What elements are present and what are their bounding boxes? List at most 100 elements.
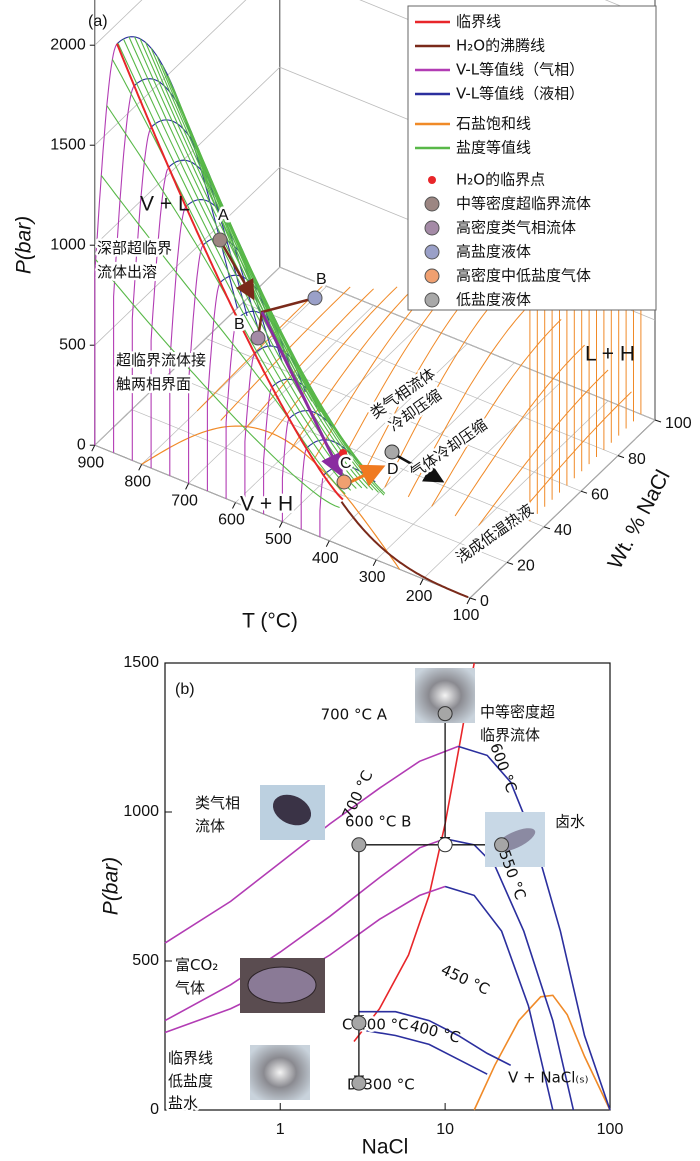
legend-box [407, 5, 657, 311]
legend-label: 高盐度液体 [456, 243, 531, 261]
vapor-isotherm [225, 318, 238, 499]
z-tick-label: 20 [517, 558, 535, 575]
z-tick-label: 40 [554, 522, 572, 539]
floor-grid [141, 286, 327, 465]
tick-mark [580, 490, 588, 494]
state-point [351, 1015, 367, 1031]
isotherm-line [358, 1010, 512, 1067]
y-tick-label: 1000 [50, 236, 86, 253]
z-tick-label: 100 [665, 415, 692, 432]
legend-swatch [428, 176, 436, 184]
point-label: A [218, 207, 229, 224]
x-tick-label: 300 [359, 569, 386, 586]
arrow [393, 452, 445, 483]
point-label: D [387, 461, 399, 478]
z-axis-label: Wt. % NaCl [604, 466, 675, 573]
y-tick-label: 0 [150, 1101, 159, 1118]
y-axis-label: P(bar) [100, 857, 123, 915]
panel-a-overlay: (a) V + L L + H V + H 深部超临界流体出溶 超临界流体接触两… [13, 5, 692, 633]
y-tick-label: 1000 [123, 803, 159, 820]
y-tick-label: 0 [77, 436, 86, 453]
x-tick-label: 100 [597, 1121, 624, 1138]
floor-grid [469, 419, 656, 599]
tick-mark [372, 559, 377, 567]
state-point [351, 837, 367, 853]
isotherm-line [358, 1028, 488, 1075]
salinity-isopleth [156, 55, 364, 467]
x-tick-label: 900 [77, 454, 104, 471]
x-tick-label: 200 [406, 588, 433, 605]
x-axis-label: T (°C) [242, 610, 298, 633]
salinity-isopleth [167, 75, 347, 445]
legend-label: 低盐度液体 [456, 291, 531, 309]
photo-inclusion [272, 794, 312, 826]
plot-frame [164, 662, 611, 1111]
z-tick-label: 80 [628, 451, 646, 468]
legend-label: V-L等值线（气相） [456, 61, 584, 79]
annotation: 临界线低盐度盐水 [168, 1049, 213, 1112]
annotation: 卤水 [555, 813, 585, 831]
annotation: 类气相流体冷却压缩 [367, 364, 451, 439]
halite-curve [407, 295, 539, 498]
salinity-isopleth [161, 64, 356, 456]
vapor-isotherm [113, 85, 135, 453]
point-label: B [316, 271, 327, 288]
vapor-isotherm [94, 43, 118, 446]
tick-mark [469, 597, 477, 601]
isotherm-line [353, 662, 475, 1042]
vapor-isotherm [131, 127, 152, 461]
region-label: V + H [240, 493, 293, 516]
y-tick-label: 1500 [123, 654, 159, 671]
legend-label: V-L等值线（液相） [456, 85, 584, 103]
legend-label: 高密度中低盐度气体 [456, 267, 591, 285]
floor-grid [282, 343, 468, 522]
salinity-isopleth [111, 59, 357, 489]
region-label: L + H [585, 343, 635, 366]
state-point [351, 1075, 367, 1091]
tick-mark [506, 561, 514, 565]
panel-b-overlay: (b) 700 °C A 中等密度超临界流体 类气相流体 600 °C B 卤水… [100, 654, 624, 1158]
x-tick-label: 700 [171, 493, 198, 510]
y-tick-label: 1500 [50, 136, 86, 153]
legend-label: 高密度类气相流体 [456, 219, 576, 237]
vapor-isotherm [244, 354, 255, 507]
tick-mark [325, 540, 330, 547]
annotation: 类气相流体 [195, 794, 240, 835]
y-tick-label: 500 [59, 336, 86, 353]
y-axis-label: P(bar) [13, 216, 36, 274]
point-label: C [340, 455, 352, 472]
halite-curve [267, 286, 398, 440]
vapor-isotherm [300, 449, 307, 530]
annotation: 深部超临界流体出溶 [97, 239, 172, 281]
arrow [345, 464, 386, 487]
legend-label: H₂O的沸腾线 [456, 37, 545, 55]
x-tick-label: 100 [453, 607, 480, 624]
isotherm-line [164, 885, 446, 1034]
tick-mark [654, 419, 662, 423]
annotation: 600 °C B [345, 813, 411, 831]
floor-grid [235, 324, 421, 503]
isotherm-line [473, 994, 611, 1111]
halite-curve [243, 288, 374, 431]
state-marker [339, 449, 347, 457]
vapor-isotherm [150, 168, 169, 469]
x-tick-label: 1 [276, 1121, 285, 1138]
vapor-isotherm [169, 206, 187, 476]
state-marker [336, 474, 352, 490]
tick-mark [543, 526, 551, 530]
tick-mark [278, 521, 283, 528]
panel-label: (a) [88, 13, 108, 30]
curve-label: 450 °C [438, 961, 492, 999]
curve-label: 400 °C [408, 1016, 462, 1047]
x-axis-label: NaCl [362, 1136, 409, 1159]
panel-label: (b) [175, 681, 195, 698]
state-marker [307, 290, 323, 306]
tick-mark [466, 597, 471, 605]
legend-swatch [424, 220, 440, 236]
floor-grid [168, 373, 545, 528]
arrow [260, 311, 343, 478]
region-label: V + L [140, 193, 190, 216]
isotherm-line [444, 885, 554, 1111]
isotherm-line [164, 838, 446, 1022]
